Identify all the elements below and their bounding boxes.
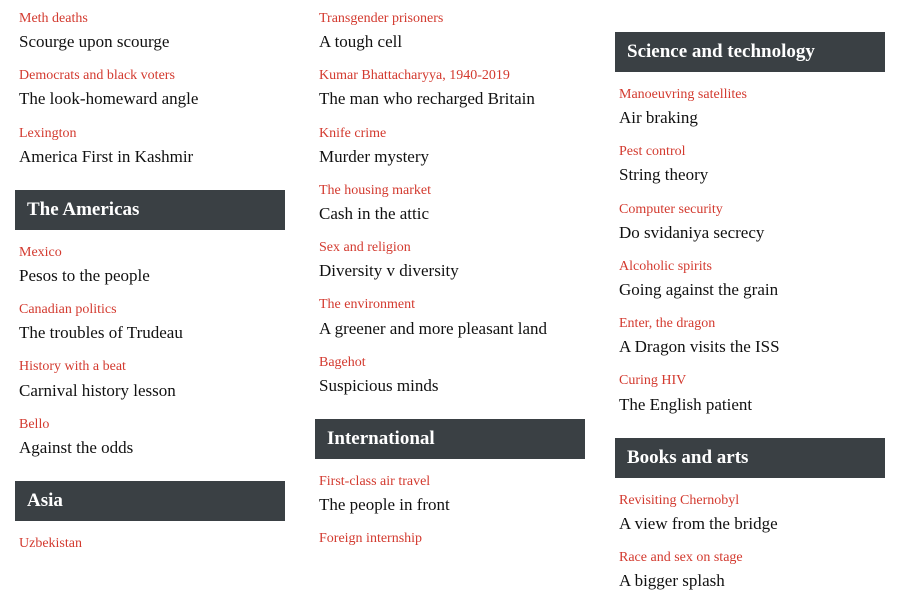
article-link[interactable]: Knife crime Murder mystery [315, 125, 585, 168]
article-kicker: Revisiting Chernobyl [619, 492, 885, 510]
article-link[interactable]: The environment A greener and more pleasa… [315, 296, 585, 339]
article-headline: Air braking [619, 107, 885, 129]
article-link[interactable]: First-class air travel The people in fron… [315, 473, 585, 516]
article-kicker: Computer security [619, 201, 885, 219]
article-link[interactable]: Bello Against the odds [15, 416, 285, 459]
article-kicker: First-class air travel [319, 473, 585, 491]
article-headline: Diversity v diversity [319, 260, 585, 282]
article-link[interactable]: Mexico Pesos to the people [15, 244, 285, 287]
article-headline: A Dragon visits the ISS [619, 336, 885, 358]
article-link[interactable]: Foreign internship [315, 530, 585, 548]
article-link[interactable]: Revisiting Chernobyl A view from the brid… [615, 492, 885, 535]
article-link[interactable]: The housing market Cash in the attic [315, 182, 585, 225]
article-headline: The people in front [319, 494, 585, 516]
section-header[interactable]: Asia [15, 481, 285, 521]
section-header[interactable]: Books and arts [615, 438, 885, 478]
article-link[interactable]: Meth deaths Scourge upon scourge [15, 10, 285, 53]
article-link[interactable]: Computer security Do svidaniya secrecy [615, 201, 885, 244]
article-kicker: The housing market [319, 182, 585, 200]
article-kicker: Kumar Bhattacharyya, 1940-2019 [319, 67, 585, 85]
article-link[interactable]: Enter, the dragon A Dragon visits the ISS [615, 315, 885, 358]
article-kicker: The environment [319, 296, 585, 314]
article-kicker: Lexington [19, 125, 285, 143]
section-header[interactable]: International [315, 419, 585, 459]
article-link[interactable]: Democrats and black voters The look-homew… [15, 67, 285, 110]
article-kicker: Sex and religion [319, 239, 585, 257]
article-link[interactable]: Transgender prisoners A tough cell [315, 10, 585, 53]
article-kicker: Foreign internship [319, 530, 585, 548]
article-headline: Suspicious minds [319, 375, 585, 397]
article-link[interactable]: Alcoholic spirits Going against the grain [615, 258, 885, 301]
article-link[interactable]: Manoeuvring satellites Air braking [615, 86, 885, 129]
article-headline: Murder mystery [319, 146, 585, 168]
column-2: Science and technology Manoeuvring satell… [615, 10, 885, 606]
article-link[interactable]: Kumar Bhattacharyya, 1940-2019 The man wh… [315, 67, 585, 110]
article-kicker: Race and sex on stage [619, 549, 885, 567]
article-kicker: History with a beat [19, 358, 285, 376]
article-link[interactable]: Canadian politics The troubles of Trudeau [15, 301, 285, 344]
article-kicker: Bagehot [319, 354, 585, 372]
article-link[interactable]: Uzbekistan [15, 535, 285, 553]
article-link[interactable]: Lexington America First in Kashmir [15, 125, 285, 168]
article-link[interactable]: Curing HIV The English patient [615, 372, 885, 415]
article-link[interactable]: Sex and religion Diversity v diversity [315, 239, 585, 282]
article-headline: A greener and more pleasant land [319, 318, 585, 340]
article-kicker: Knife crime [319, 125, 585, 143]
article-kicker: Pest control [619, 143, 885, 161]
article-headline: The troubles of Trudeau [19, 322, 285, 344]
article-headline: A tough cell [319, 31, 585, 53]
column-0: Meth deaths Scourge upon scourge Democrats… [15, 10, 285, 606]
toc-container: Meth deaths Scourge upon scourge Democrats… [0, 0, 900, 616]
article-kicker: Manoeuvring satellites [619, 86, 885, 104]
article-headline: String theory [619, 164, 885, 186]
section-header[interactable]: Science and technology [615, 32, 885, 72]
article-kicker: Meth deaths [19, 10, 285, 28]
article-headline: Cash in the attic [319, 203, 585, 225]
article-link[interactable]: Bagehot Suspicious minds [315, 354, 585, 397]
article-kicker: Bello [19, 416, 285, 434]
article-headline: The look-homeward angle [19, 88, 285, 110]
article-headline: Going against the grain [619, 279, 885, 301]
article-headline: A view from the bridge [619, 513, 885, 535]
article-headline: America First in Kashmir [19, 146, 285, 168]
section-header[interactable]: The Americas [15, 190, 285, 230]
column-1: Transgender prisoners A tough cell Kumar B… [315, 10, 585, 606]
article-link[interactable]: Race and sex on stage A bigger splash [615, 549, 885, 592]
article-headline: Do svidaniya secrecy [619, 222, 885, 244]
article-headline: Against the odds [19, 437, 285, 459]
article-kicker: Canadian politics [19, 301, 285, 319]
article-link[interactable]: History with a beat Carnival history less… [15, 358, 285, 401]
article-kicker: Transgender prisoners [319, 10, 585, 28]
article-headline: Carnival history lesson [19, 380, 285, 402]
article-kicker: Uzbekistan [19, 535, 285, 553]
article-link[interactable]: Pest control String theory [615, 143, 885, 186]
article-kicker: Mexico [19, 244, 285, 262]
article-headline: Scourge upon scourge [19, 31, 285, 53]
article-kicker: Enter, the dragon [619, 315, 885, 333]
article-kicker: Democrats and black voters [19, 67, 285, 85]
article-headline: The man who recharged Britain [319, 88, 585, 110]
article-kicker: Curing HIV [619, 372, 885, 390]
article-kicker: Alcoholic spirits [619, 258, 885, 276]
article-headline: Pesos to the people [19, 265, 285, 287]
article-headline: The English patient [619, 394, 885, 416]
article-headline: A bigger splash [619, 570, 885, 592]
